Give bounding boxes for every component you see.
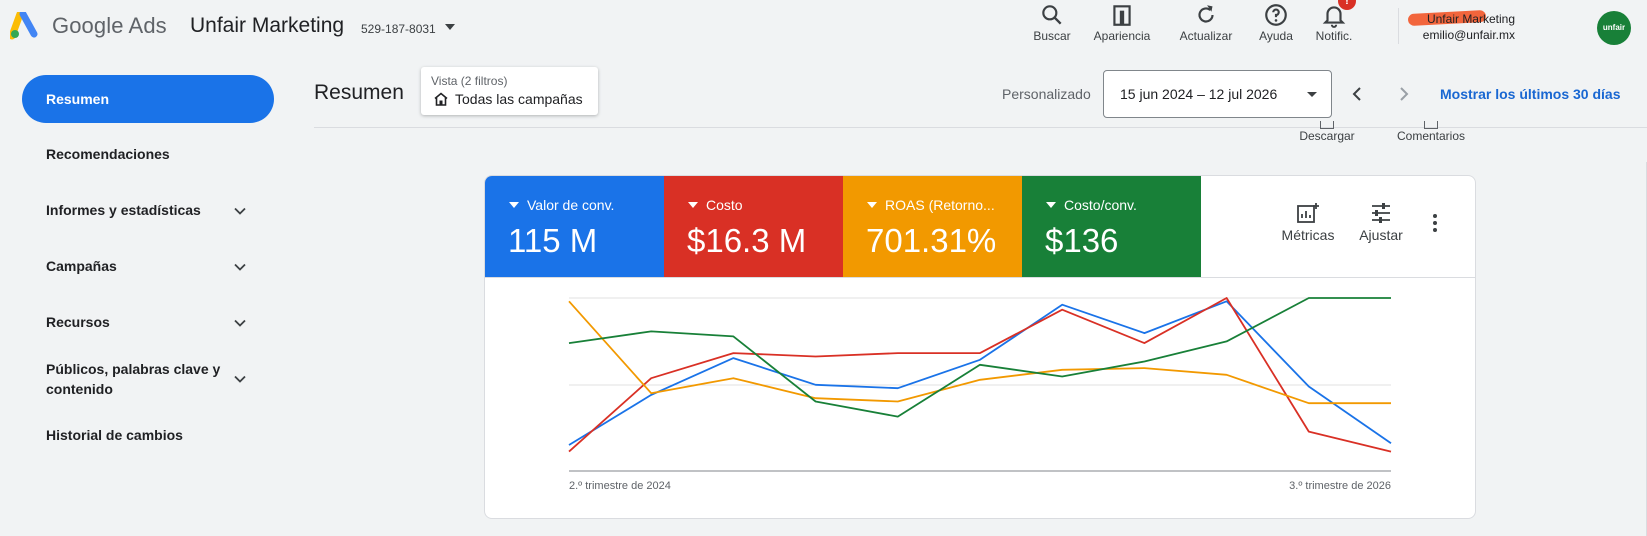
page-title: Resumen [314, 81, 404, 104]
download-button[interactable]: Descargar [1297, 121, 1357, 143]
appearance-label: Apariencia [1093, 29, 1151, 43]
help-label: Ayuda [1259, 29, 1293, 43]
google-ads-logo-icon [10, 12, 38, 40]
chevron-down-icon[interactable] [234, 261, 246, 273]
view-filter-value-row: Todas las campañas [433, 91, 583, 107]
header-divider [1398, 8, 1399, 44]
chevron-down-icon[interactable] [234, 317, 246, 329]
sidebar-item-historial[interactable]: Historial de cambios [46, 427, 183, 443]
user-email: emilio@unfair.mx [1422, 28, 1515, 42]
metric-tile-roas[interactable]: ROAS (Retorno... 701.31% [843, 176, 1022, 277]
view-filter-label: Vista (2 filtros) [431, 74, 508, 88]
metric-value: 115 M [508, 222, 598, 259]
performance-chart: 2.º trimestre de 2024 3.º trimestre de 2… [568, 297, 1392, 492]
date-range-picker[interactable]: 15 jun 2024 – 12 jul 2026 [1103, 70, 1332, 118]
series-line-2 [568, 297, 1392, 453]
performance-card: Valor de conv. 115 M Costo $16.3 M ROAS … [484, 175, 1476, 519]
bell-icon [1322, 6, 1346, 28]
adjust-label: Ajustar [1359, 227, 1403, 243]
brand-name: Google Ads [52, 13, 167, 38]
chevron-down-icon[interactable] [234, 205, 246, 217]
metric-tile-cost[interactable]: Costo $16.3 M [664, 176, 843, 277]
search-icon [1042, 5, 1062, 25]
user-name: Unfair Marketing [1426, 12, 1515, 26]
metric-name: Valor de conv. [509, 197, 614, 213]
series-layer [568, 297, 1392, 453]
sidebar-item-campanas[interactable]: Campañas [46, 258, 117, 274]
download-icon [1320, 121, 1334, 129]
avatar[interactable]: unfair [1597, 11, 1631, 45]
last-30-days-link[interactable]: Mostrar los últimos 30 días [1440, 86, 1621, 102]
metric-name: Costo/conv. [1046, 197, 1137, 213]
metrics-label: Métricas [1281, 227, 1335, 243]
notification-badge: ! [1338, 0, 1356, 10]
metrics-button[interactable]: Métricas [1276, 202, 1340, 243]
sidebar-item-recursos[interactable]: Recursos [46, 314, 110, 330]
previous-period-icon[interactable] [1347, 84, 1367, 104]
refresh-button[interactable]: Actualizar [1166, 0, 1246, 58]
sidebar-item-recomendaciones[interactable]: Recomendaciones [46, 146, 170, 162]
header-divider-line [314, 127, 1647, 128]
chevron-down-icon[interactable] [234, 373, 246, 385]
metric-name: Costo [688, 197, 743, 213]
refresh-label: Actualizar [1179, 29, 1233, 43]
metric-name: ROAS (Retorno... [867, 197, 995, 213]
next-period-icon[interactable] [1394, 84, 1414, 104]
comment-icon [1424, 121, 1438, 129]
metric-tile-cost-per-conv[interactable]: Costo/conv. $136 [1022, 176, 1201, 277]
notifications-button[interactable]: ! Notific. [1294, 0, 1374, 58]
account-dropdown-icon[interactable] [445, 24, 455, 30]
home-icon [434, 92, 448, 106]
refresh-icon [1198, 5, 1214, 23]
sidebar-item-resumen[interactable]: Resumen [22, 75, 274, 123]
comments-label: Comentarios [1396, 129, 1466, 143]
sidebar-item-informes[interactable]: Informes y estadísticas [46, 202, 201, 218]
x-tick-end: 3.º trimestre de 2026 [1289, 480, 1391, 492]
search-button[interactable]: Buscar [1012, 0, 1092, 58]
range-type-label: Personalizado [1002, 86, 1091, 102]
tune-icon [1372, 203, 1390, 223]
google-ads-logo[interactable]: Google Ads [10, 12, 167, 40]
add-chart-icon [1297, 203, 1319, 223]
account-id[interactable]: 529-187-8031 [361, 22, 436, 36]
date-range-value: 15 jun 2024 – 12 jul 2026 [1120, 86, 1278, 102]
series-line-1 [568, 300, 1392, 446]
adjust-button[interactable]: Ajustar [1353, 202, 1409, 243]
series-line-3 [568, 300, 1391, 405]
sidebar-item-publicos[interactable]: Públicos, palabras clave y contenido [46, 361, 221, 397]
metric-tile-conv-value[interactable]: Valor de conv. 115 M [485, 176, 664, 277]
comments-button[interactable]: Comentarios [1391, 121, 1471, 143]
more-options-icon[interactable] [1433, 214, 1437, 232]
notifications-label: Notific. [1315, 29, 1353, 43]
sidebar: Resumen Recomendaciones Informes y estad… [0, 58, 290, 536]
view-filter-value: Todas las campañas [455, 91, 583, 107]
tile-divider [485, 277, 1475, 278]
appearance-icon [1113, 5, 1131, 26]
appearance-button[interactable]: Apariencia [1082, 0, 1162, 58]
top-bar: Google Ads Unfair Marketing 529-187-8031… [0, 0, 1647, 58]
x-tick-start: 2.º trimestre de 2024 [569, 480, 671, 492]
chevron-down-icon [1307, 92, 1317, 97]
download-label: Descargar [1299, 129, 1355, 143]
help-icon [1265, 4, 1287, 26]
series-line-4 [568, 297, 1391, 418]
help-button[interactable]: Ayuda [1236, 0, 1316, 58]
account-name[interactable]: Unfair Marketing [190, 14, 345, 37]
search-label: Buscar [1033, 29, 1071, 43]
metric-value: $16.3 M [687, 222, 807, 259]
metric-value: 701.31% [866, 222, 997, 259]
view-filter[interactable]: Vista (2 filtros) Todas las campañas [421, 67, 598, 115]
metric-value: $136 [1045, 222, 1119, 259]
